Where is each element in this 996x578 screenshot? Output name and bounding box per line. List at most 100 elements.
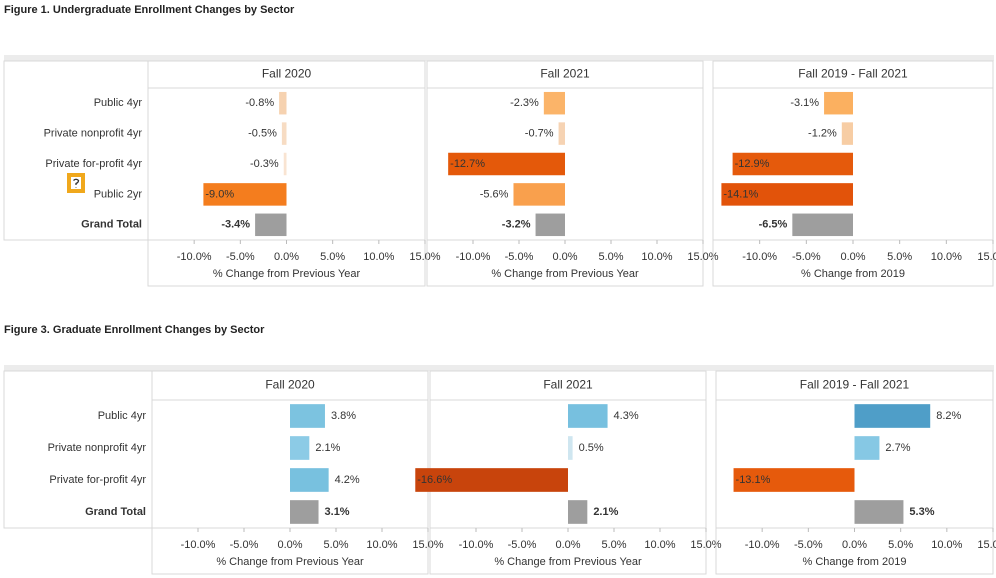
figure-title: Figure 1. Undergraduate Enrollment Chang… <box>4 4 295 16</box>
x-tick-label: 5.0% <box>601 539 626 551</box>
bar <box>203 183 287 206</box>
value-label: 4.2% <box>335 474 360 486</box>
bar <box>415 468 568 492</box>
value-label: -0.5% <box>248 128 277 140</box>
x-tick-label: 0.0% <box>277 539 302 551</box>
header-strip <box>4 55 994 61</box>
x-tick-label: 5.0% <box>887 251 912 263</box>
bar <box>513 183 565 206</box>
panel-title: Fall 2020 <box>262 67 312 81</box>
value-label: -12.7% <box>450 158 485 170</box>
x-tick-label: 5.0% <box>323 539 348 551</box>
bar <box>568 404 608 428</box>
value-label: -0.7% <box>525 128 554 140</box>
value-label: 3.1% <box>325 506 350 518</box>
label-column-frame <box>3 60 149 241</box>
x-tick-label: 10.0% <box>363 251 394 263</box>
category-label: Public 4yr <box>94 97 143 109</box>
x-tick-label: 15.0% <box>412 539 443 551</box>
bar <box>732 152 853 176</box>
category-label: Private for-profit 4yr <box>49 474 146 486</box>
value-label: 8.2% <box>936 410 961 422</box>
bar <box>854 436 880 460</box>
x-axis-label: % Change from 2019 <box>803 556 907 568</box>
value-label: -6.5% <box>759 219 788 231</box>
help-icon-glyph <box>73 178 80 188</box>
panel-title: Fall 2021 <box>543 378 593 392</box>
value-label: 0.5% <box>579 442 604 454</box>
x-tick-label: 15.0% <box>687 251 718 263</box>
bar <box>568 436 573 460</box>
value-label: -16.6% <box>417 474 452 486</box>
x-tick-label: 0.0% <box>274 251 299 263</box>
value-label: -14.1% <box>723 188 758 200</box>
x-tick-label: -10.0% <box>459 539 494 551</box>
panel-title: Fall 2019 - Fall 2021 <box>798 67 908 81</box>
x-axis-label: % Change from 2019 <box>801 268 905 280</box>
bar <box>854 500 904 524</box>
x-tick-label: 5.0% <box>320 251 345 263</box>
category-label: Private nonprofit 4yr <box>48 442 147 454</box>
bar <box>290 500 319 524</box>
x-tick-label: 10.0% <box>641 251 672 263</box>
header-strip <box>4 365 994 371</box>
help-icon[interactable] <box>67 173 85 193</box>
x-tick-label: -10.0% <box>177 251 212 263</box>
x-tick-label: -5.0% <box>226 251 255 263</box>
value-label: 3.8% <box>331 410 356 422</box>
x-tick-label: -10.0% <box>456 251 491 263</box>
x-tick-label: -10.0% <box>181 539 216 551</box>
value-label: -9.0% <box>205 188 234 200</box>
x-tick-label: -10.0% <box>742 251 777 263</box>
x-tick-label: -5.0% <box>792 251 821 263</box>
x-tick-label: 0.0% <box>840 251 865 263</box>
category-label: Grand Total <box>85 506 146 518</box>
x-tick-label: 5.0% <box>598 251 623 263</box>
x-tick-label: 0.0% <box>842 539 867 551</box>
bar <box>854 404 931 428</box>
category-label: Public 2yr <box>94 188 143 200</box>
category-label: Private for-profit 4yr <box>45 158 142 170</box>
bar <box>535 213 565 237</box>
value-label: 2.1% <box>315 442 340 454</box>
bar <box>721 183 853 206</box>
bar <box>281 122 287 145</box>
x-tick-label: 10.0% <box>931 539 962 551</box>
x-tick-label: 15.0% <box>977 251 996 263</box>
value-label: -0.8% <box>245 97 274 109</box>
value-label: -3.1% <box>790 97 819 109</box>
value-label: -12.9% <box>735 158 770 170</box>
value-label: -1.2% <box>808 128 837 140</box>
bar <box>543 91 565 115</box>
panel-title: Fall 2021 <box>540 67 590 81</box>
value-label: -3.4% <box>221 219 250 231</box>
x-tick-label: -10.0% <box>745 539 780 551</box>
x-tick-label: 15.0% <box>977 539 996 551</box>
bar <box>279 91 287 115</box>
figure-title: Figure 3. Graduate Enrollment Changes by… <box>4 324 265 336</box>
x-tick-label: 10.0% <box>931 251 962 263</box>
value-label: 2.7% <box>885 442 910 454</box>
category-label: Grand Total <box>81 219 142 231</box>
bar <box>568 500 588 524</box>
bar <box>255 213 287 237</box>
panel-frame <box>147 60 426 287</box>
value-label: -0.3% <box>250 158 279 170</box>
x-tick-label: -5.0% <box>508 539 537 551</box>
x-tick-label: -5.0% <box>794 539 823 551</box>
x-tick-label: 0.0% <box>552 251 577 263</box>
value-label: -5.6% <box>480 188 509 200</box>
bar <box>792 213 853 237</box>
panel-frame <box>712 60 994 287</box>
value-label: 5.3% <box>909 506 934 518</box>
value-label: -13.1% <box>736 474 771 486</box>
x-tick-label: 15.0% <box>409 251 440 263</box>
bar <box>841 122 853 145</box>
value-label: 4.3% <box>614 410 639 422</box>
value-label: -3.2% <box>502 219 531 231</box>
value-label: -2.3% <box>510 97 539 109</box>
x-tick-label: 15.0% <box>690 539 721 551</box>
x-tick-label: 5.0% <box>888 539 913 551</box>
x-axis-label: % Change from Previous Year <box>491 268 639 280</box>
